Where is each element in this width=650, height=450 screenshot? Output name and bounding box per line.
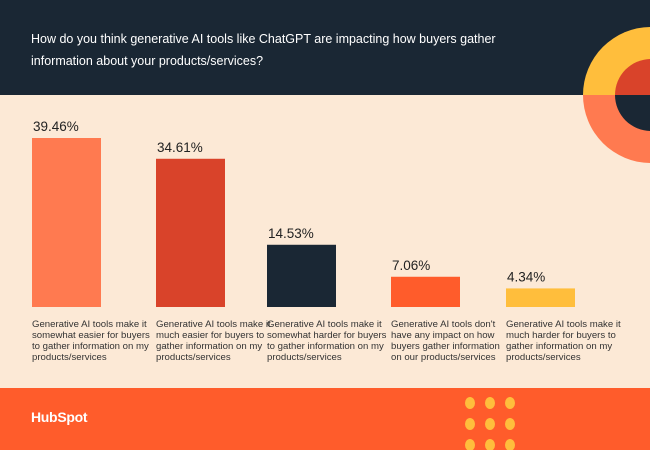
data-label: 39.46% — [33, 119, 79, 134]
bar — [32, 138, 101, 307]
deco-dot — [505, 439, 515, 450]
category-label: Generative AI tools don't have any impac… — [391, 319, 500, 363]
deco-dot — [485, 439, 495, 450]
data-label: 34.61% — [157, 140, 203, 155]
bar — [156, 158, 225, 307]
bar-chart: 39.46% 34.61% 14.53% 7.06% 4.34% — [32, 119, 575, 307]
data-label: 4.34% — [507, 269, 545, 284]
deco-inner-top — [615, 59, 650, 95]
category-label: Generative AI tools make it much easier … — [156, 319, 271, 363]
deco-inner-bottom — [615, 95, 650, 131]
data-label: 7.06% — [392, 258, 430, 273]
chart-title: How do you think generative AI tools lik… — [31, 32, 496, 68]
deco-dot — [465, 439, 475, 450]
footer-band: HubSpot — [0, 388, 650, 450]
header-band: How do you think generative AI tools lik… — [0, 0, 650, 95]
category-label: Generative AI tools make it somewhat eas… — [32, 319, 150, 363]
category-label: Generative AI tools make it somewhat har… — [267, 319, 387, 363]
hubspot-logo: HubSpot — [31, 409, 88, 425]
bar — [506, 288, 575, 307]
bar — [267, 244, 336, 307]
deco-dot — [505, 418, 515, 430]
deco-dot — [485, 397, 495, 409]
deco-dot — [485, 418, 495, 430]
bar — [391, 276, 460, 307]
data-label: 14.53% — [268, 226, 314, 241]
deco-dot — [465, 418, 475, 430]
category-label: Generative AI tools make it much harder … — [506, 319, 621, 363]
deco-dot — [505, 397, 515, 409]
deco-dot — [465, 397, 475, 409]
dot-grid-decoration — [465, 397, 515, 450]
